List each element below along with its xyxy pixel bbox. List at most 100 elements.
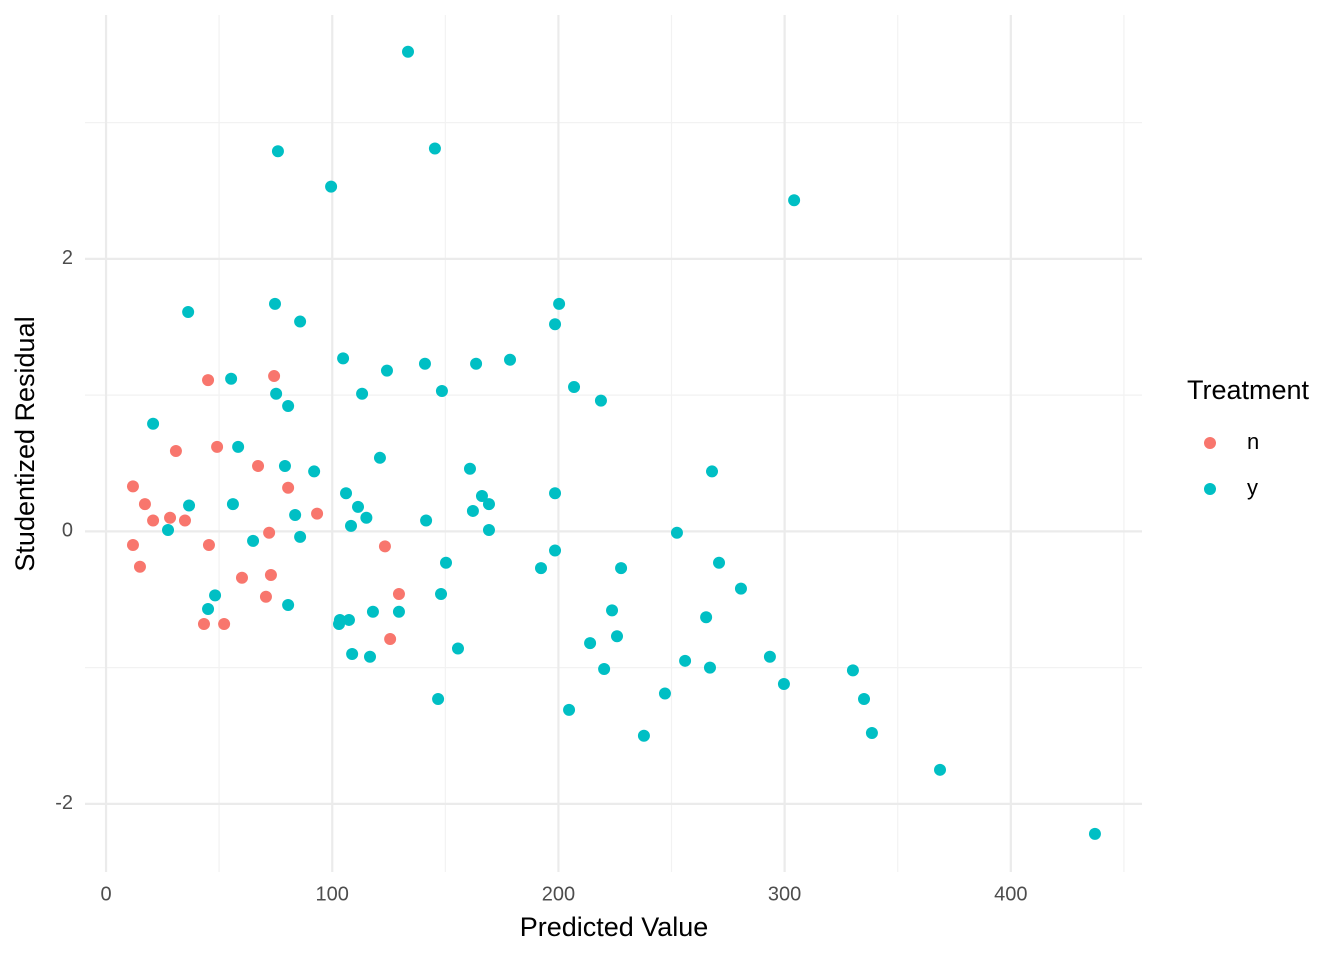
point	[934, 763, 947, 776]
point	[858, 692, 871, 705]
point	[333, 618, 346, 631]
point	[470, 357, 483, 370]
x-tick-label: 300	[768, 883, 801, 905]
point	[271, 145, 284, 158]
y-axis-title: Studentized Residual	[10, 316, 40, 571]
point	[252, 459, 265, 472]
point	[865, 727, 878, 740]
point	[268, 370, 281, 383]
point	[846, 664, 859, 677]
point	[264, 568, 277, 581]
point	[270, 387, 283, 400]
point	[282, 481, 295, 494]
y-tick-label: 2	[62, 247, 73, 269]
point	[147, 417, 160, 430]
point	[380, 364, 393, 377]
point	[482, 498, 495, 511]
point	[504, 353, 517, 366]
legend-key	[1204, 483, 1216, 495]
point	[202, 374, 215, 387]
point	[392, 588, 405, 601]
point	[679, 654, 692, 667]
point	[356, 387, 369, 400]
x-tick-label: 200	[542, 883, 575, 905]
legend-title: Treatment	[1187, 375, 1310, 405]
point	[584, 637, 597, 650]
point	[788, 194, 801, 207]
grid	[85, 15, 1142, 872]
point	[226, 498, 239, 511]
point	[418, 357, 431, 370]
points	[126, 45, 1101, 840]
point	[311, 507, 324, 520]
point	[202, 603, 215, 616]
point	[615, 562, 628, 575]
point	[360, 511, 373, 524]
point	[147, 514, 160, 527]
y-tick-label: 0	[62, 520, 73, 542]
point	[594, 394, 607, 407]
point	[402, 45, 415, 58]
legend-label: n	[1247, 429, 1259, 454]
point	[535, 562, 548, 575]
point	[703, 661, 716, 674]
point	[247, 534, 260, 547]
point	[164, 511, 177, 524]
point	[713, 556, 726, 569]
point	[670, 526, 683, 539]
point	[138, 498, 151, 511]
legend-label: y	[1247, 475, 1258, 500]
point	[346, 648, 359, 661]
point	[700, 611, 713, 624]
point	[289, 509, 302, 522]
point	[340, 487, 353, 500]
point	[178, 514, 191, 527]
point	[435, 385, 448, 398]
point	[182, 306, 195, 319]
point	[611, 630, 624, 643]
point	[384, 633, 397, 646]
point	[466, 504, 479, 517]
point	[734, 582, 747, 595]
point	[294, 315, 307, 328]
point	[133, 560, 146, 573]
point	[337, 352, 350, 365]
point	[568, 380, 581, 393]
point	[482, 524, 495, 537]
x-tick-label: 0	[100, 883, 111, 905]
point	[432, 692, 445, 705]
point	[345, 519, 358, 532]
point	[463, 462, 476, 475]
point	[373, 451, 386, 464]
point	[549, 318, 562, 331]
point	[202, 539, 215, 552]
point	[197, 618, 210, 631]
point	[549, 487, 562, 500]
point	[183, 499, 196, 512]
x-tick-label: 400	[994, 883, 1027, 905]
point	[606, 604, 619, 617]
point	[126, 539, 139, 552]
point	[209, 589, 222, 602]
point	[162, 524, 175, 537]
point	[658, 687, 671, 700]
point	[598, 662, 611, 675]
point	[392, 605, 405, 618]
point	[428, 142, 441, 155]
y-tick-label: -2	[55, 792, 73, 814]
point	[451, 642, 464, 655]
point	[378, 540, 391, 553]
point	[235, 571, 248, 584]
point	[366, 605, 379, 618]
point	[294, 530, 307, 543]
point	[440, 556, 453, 569]
point	[475, 489, 488, 502]
legend-key	[1204, 437, 1216, 449]
point	[420, 514, 433, 527]
point	[169, 444, 182, 457]
point	[1088, 827, 1101, 840]
x-axis-title: Predicted Value	[520, 912, 709, 942]
point	[563, 703, 576, 716]
point	[342, 613, 355, 626]
